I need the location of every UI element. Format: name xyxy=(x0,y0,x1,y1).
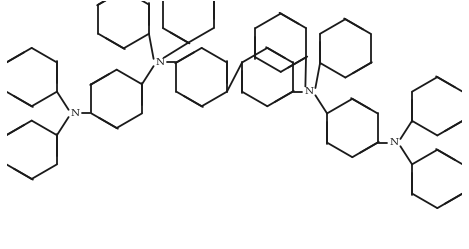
Text: N: N xyxy=(155,58,165,67)
Text: N: N xyxy=(304,87,314,96)
Text: N: N xyxy=(70,109,80,118)
Text: N: N xyxy=(389,138,399,147)
